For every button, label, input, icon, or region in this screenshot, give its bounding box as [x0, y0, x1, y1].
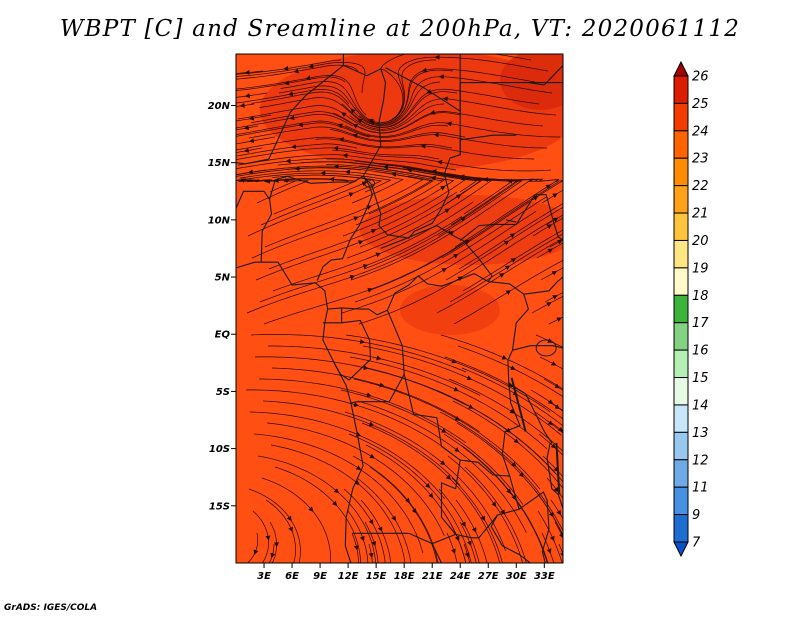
streamline — [558, 543, 563, 556]
boundary-line — [459, 134, 517, 155]
colorbar-box — [673, 431, 689, 461]
lat-tick-label: 5N — [215, 273, 231, 284]
colorbar-label: 20 — [692, 234, 709, 249]
boundary-line — [333, 319, 372, 381]
colorbar-label: 12 — [692, 453, 709, 468]
boundary-line — [403, 374, 472, 539]
colorbar-box — [673, 212, 689, 241]
lat-tick-label: 20N — [208, 101, 231, 112]
colorbar-box — [673, 322, 689, 351]
lat-tick-label: 10N — [208, 215, 231, 226]
country-boundaries — [236, 54, 563, 563]
boundary-line — [352, 532, 456, 545]
colorbar-label: 22 — [692, 179, 709, 194]
colorbar-box — [673, 185, 689, 214]
boundary-line — [459, 194, 563, 241]
map-frame — [235, 53, 564, 564]
grads-credit: GrADS: IGES/COLA — [4, 603, 98, 613]
boundary-line — [546, 443, 563, 511]
colorbar-label: 13 — [692, 426, 709, 441]
boundary-line — [490, 514, 531, 563]
colorbar-label: 17 — [692, 316, 709, 331]
colorbar-box — [673, 486, 689, 516]
colorbar-label: 25 — [692, 97, 709, 112]
boundary-line — [327, 224, 493, 316]
colorbar-bottom-triangle — [673, 541, 689, 558]
lon-tick-label: 9E — [313, 571, 327, 582]
colorbar-label: 16 — [692, 344, 709, 359]
map-title: WBPT [C] and Sreamline at 200hPa, VT: 20… — [59, 16, 741, 42]
boundary-line — [528, 65, 563, 86]
boundary-line — [508, 382, 553, 445]
lon-tick-label: 30E — [506, 571, 527, 582]
boundary-line — [523, 276, 563, 295]
colorbar-box — [673, 157, 689, 187]
colorbar-box — [673, 294, 689, 324]
lon-tick-label: 33E — [534, 571, 555, 582]
warm-patch-congo — [400, 285, 500, 335]
streamlines — [236, 54, 563, 563]
colorbar-label: 7 — [692, 536, 701, 551]
colorbar-label: 14 — [692, 398, 709, 413]
colorbar-top-triangle — [673, 60, 689, 77]
boundary-line — [459, 82, 563, 112]
boundary-line — [236, 64, 387, 165]
colorbar-box — [673, 377, 689, 406]
colorbar-label: 18 — [692, 289, 709, 304]
colorbar-box — [673, 130, 689, 159]
colorbar-label: 11 — [692, 481, 709, 496]
boundary-line — [460, 281, 530, 477]
lon-tick-label: 21E — [422, 571, 443, 582]
lat-tick-label: 15S — [209, 501, 230, 512]
colorbar-box — [673, 349, 689, 379]
colorbar-box — [673, 75, 689, 104]
lon-tick-label: 12E — [338, 571, 359, 582]
longitude-axis: 3E 6E 9E 12E 15E 18E 21E 24E 27E 30E 33E — [257, 563, 555, 582]
lat-tick-label: EQ — [215, 330, 231, 341]
lon-tick-label: 27E — [478, 571, 499, 582]
colorbar-box — [673, 459, 689, 488]
colorbar-label: 9 — [692, 508, 700, 523]
colorbar-box — [673, 239, 689, 269]
boundary-line — [350, 309, 405, 404]
boundary-line — [236, 261, 364, 563]
colorbar-box — [673, 267, 689, 296]
lat-tick-label: 10S — [209, 444, 230, 455]
warm-patch-northeast — [500, 54, 563, 110]
colorbar-label: 26 — [692, 70, 709, 85]
lon-tick-label: 18E — [394, 571, 415, 582]
colorbar: 26 25 24 23 22 21 20 19 18 17 16 15 14 13 12 11 9 7 — [673, 60, 709, 558]
colorbar-label: 19 — [692, 261, 709, 276]
colorbar-box — [673, 404, 689, 433]
warm-patch-sahel — [360, 195, 563, 265]
boundary-line — [385, 67, 461, 112]
colorbar-label: 23 — [692, 152, 709, 167]
colorbar-label: 24 — [692, 124, 709, 139]
lon-tick-label: 24E — [450, 571, 471, 582]
lat-tick-label: 5S — [216, 387, 230, 398]
boundary-line — [512, 345, 563, 351]
boundary-line — [362, 54, 461, 239]
colorbar-box — [673, 102, 689, 132]
map-panel — [235, 53, 564, 564]
boundary-line — [518, 491, 550, 563]
lat-tick-label: 15N — [208, 158, 231, 169]
lake-victoria — [535, 339, 557, 357]
boundary-line — [431, 543, 442, 563]
lake-chad — [364, 178, 376, 188]
lon-tick-label: 15E — [366, 571, 387, 582]
colorbar-label: 21 — [692, 207, 709, 222]
boundary-line — [269, 175, 373, 281]
colorbar-box — [673, 514, 689, 543]
lon-tick-label: 6E — [285, 571, 299, 582]
latitude-axis: 20N 15N 10N 5N EQ 5S 10S 15S — [208, 101, 236, 512]
colorbar-label: 15 — [692, 371, 709, 386]
lake-malawi — [555, 442, 561, 495]
lon-tick-label: 3E — [257, 571, 271, 582]
boundary-line — [505, 219, 517, 223]
lake-tanganyika — [510, 377, 527, 432]
